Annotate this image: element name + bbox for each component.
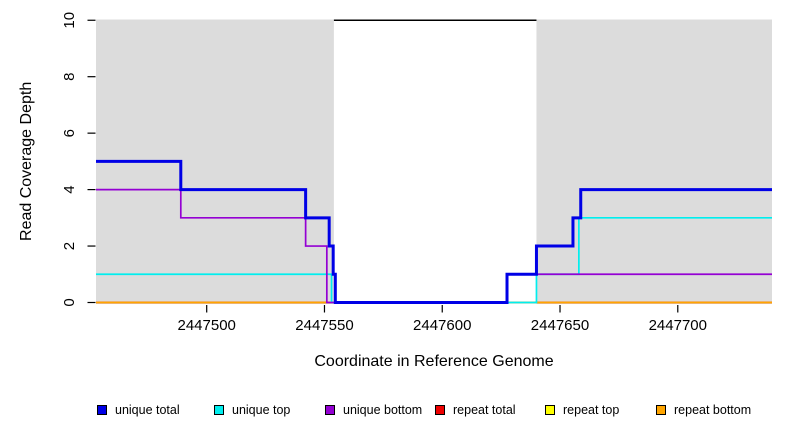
y-tick-label: 10	[61, 12, 78, 29]
x-tick-label: 2447650	[531, 317, 589, 334]
legend-swatch-unique-top	[214, 405, 224, 415]
legend-swatch-repeat-bottom	[656, 405, 666, 415]
legend-item-unique-total: unique total	[97, 402, 180, 418]
y-tick-label: 6	[61, 129, 78, 137]
legend-swatch-repeat-top	[545, 405, 555, 415]
chart-canvas: 2447500 2447550 2447600 2447650 2447700 0 2 4 6 8…	[18, 12, 772, 370]
legend-label: repeat total	[453, 403, 516, 417]
legend-item-unique-bottom: unique bottom	[325, 402, 422, 418]
x-tick-label: 2447500	[178, 317, 236, 334]
x-tick-label: 2447600	[413, 317, 471, 334]
shaded-region	[536, 19, 772, 305]
legend-swatch-repeat-total	[435, 405, 445, 415]
x-axis-title: Coordinate in Reference Genome	[314, 353, 553, 370]
y-axis-title: Read Coverage Depth	[18, 82, 35, 241]
x-tick-label: 2447550	[295, 317, 353, 334]
legend-label: repeat bottom	[674, 403, 752, 417]
legend-item-repeat-top: repeat top	[545, 402, 619, 418]
y-tick-label: 2	[61, 242, 78, 250]
legend-label: repeat top	[563, 403, 620, 417]
y-tick-label: 4	[61, 185, 78, 193]
series-line-unique-top	[96, 216, 772, 304]
y-tick-label: 0	[61, 298, 78, 306]
legend-label: unique total	[115, 403, 180, 417]
series-line-unique-total	[96, 159, 772, 304]
legend-item-unique-top: unique top	[214, 402, 290, 418]
legend-swatch-unique-total	[97, 405, 107, 415]
y-tick-label: 8	[61, 73, 78, 81]
x-tick-label: 2447700	[649, 317, 707, 334]
legend-swatch-unique-bottom	[325, 405, 335, 415]
chart-legend: unique total unique top unique bottom re…	[0, 402, 792, 424]
legend-item-repeat-bottom: repeat bottom	[656, 402, 751, 418]
legend-label: unique top	[232, 403, 291, 417]
legend-label: unique bottom	[343, 403, 423, 417]
legend-item-repeat-total: repeat total	[435, 402, 516, 418]
